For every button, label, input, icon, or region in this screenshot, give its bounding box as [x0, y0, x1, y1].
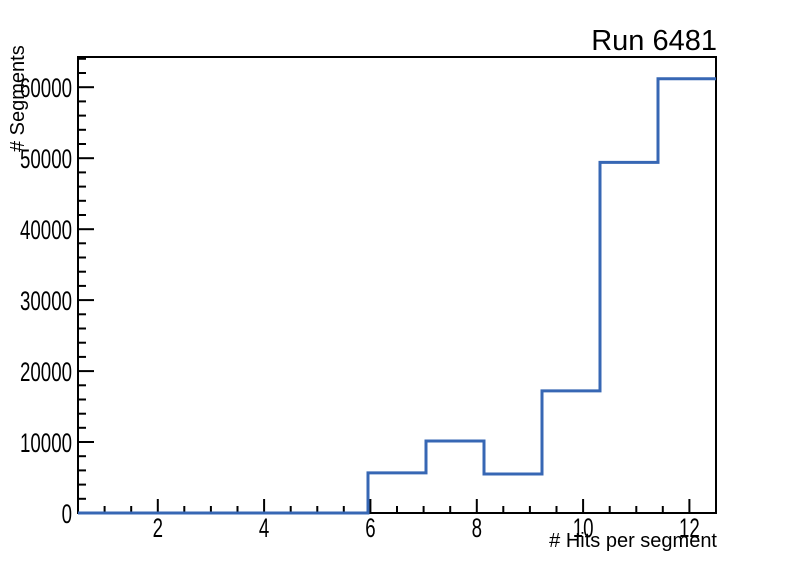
y-tick-label: 0 [62, 499, 72, 529]
y-axis-title: # Segments [7, 45, 29, 152]
x-tick-label: 10 [573, 513, 594, 543]
y-tick-label: 50000 [20, 144, 72, 174]
x-tick-label: 2 [153, 513, 163, 543]
y-tick-label: 20000 [20, 357, 72, 387]
plot-title: Run 6481 [591, 25, 717, 57]
axis-tick-labels: 2 4 6 8 10 12 0 10000 20000 30000 40000 50000 60000 [20, 73, 700, 543]
y-tick-label: 40000 [20, 215, 72, 245]
plot-frame [77, 56, 717, 514]
x-axis-title: # Hits per segment [549, 530, 717, 552]
x-tick-label: 6 [365, 513, 375, 543]
y-tick-label: 30000 [20, 286, 72, 316]
y-tick-label: 10000 [20, 428, 72, 458]
axis-ticks [78, 57, 691, 513]
x-tick-label: 8 [472, 513, 482, 543]
x-tick-label: 4 [259, 513, 269, 543]
x-tick-label: 12 [679, 513, 700, 543]
histogram-step-line [78, 77, 716, 515]
y-tick-label: 60000 [20, 73, 72, 103]
